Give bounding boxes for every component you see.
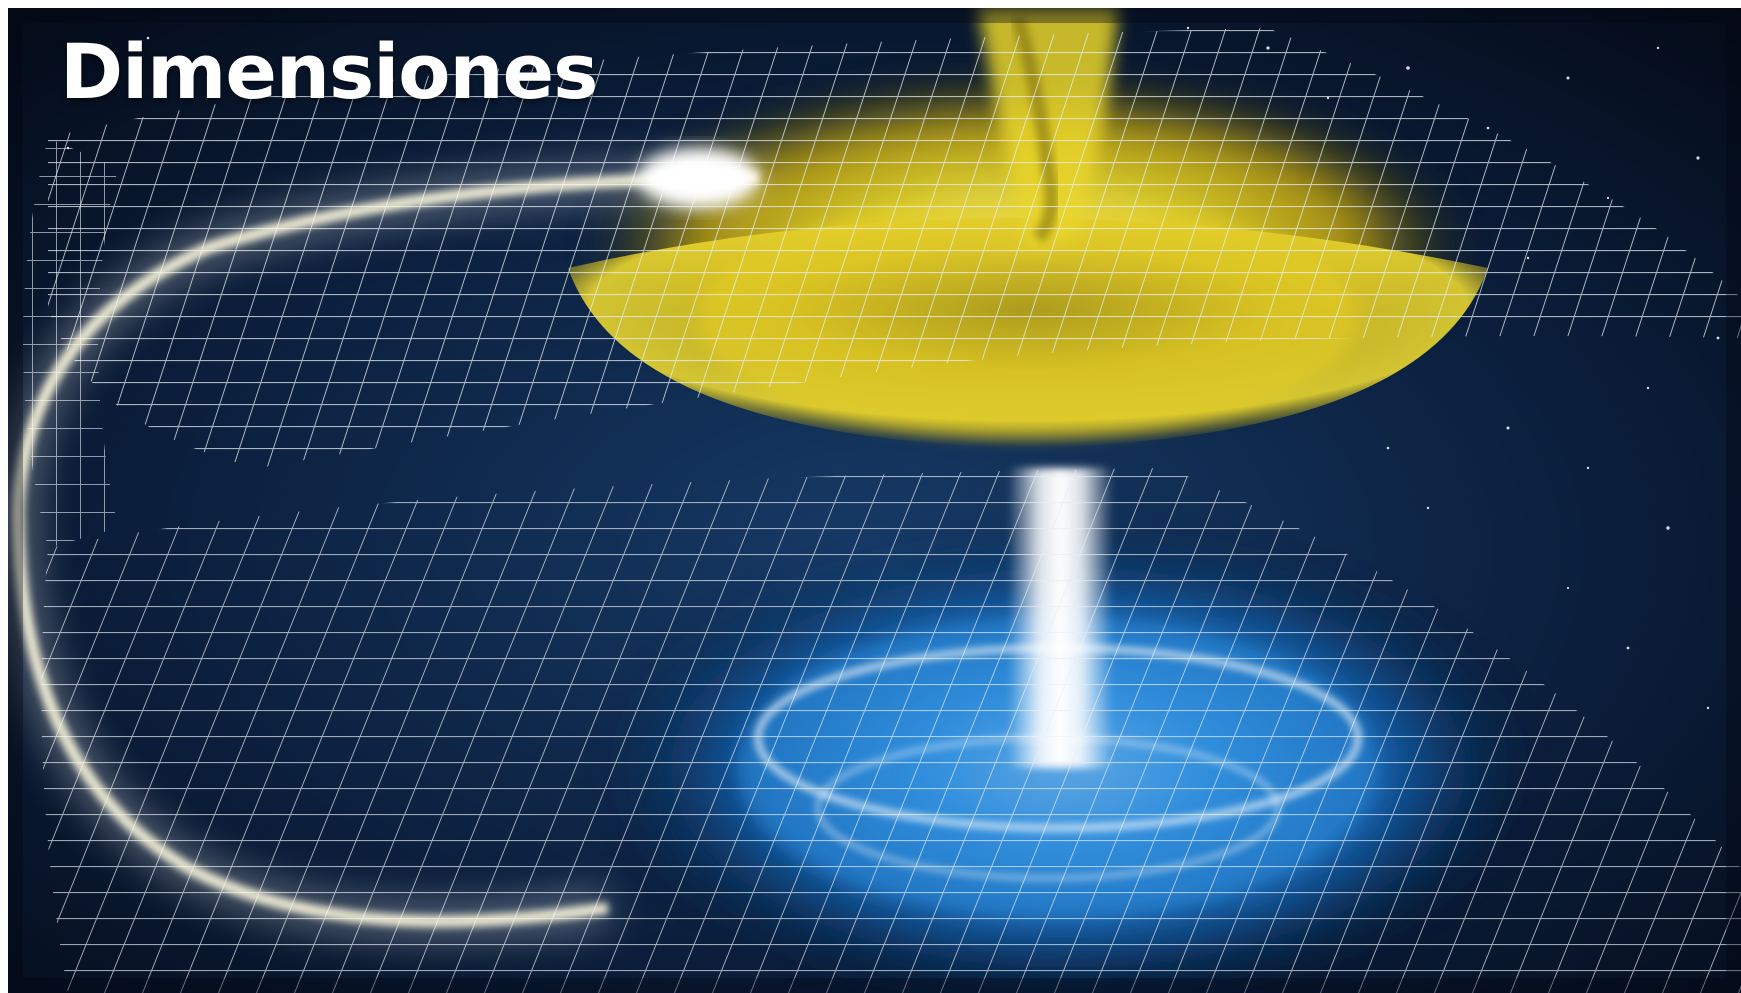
spacetime-illustration [8, 8, 1741, 993]
slide-title: Dimensiones [60, 27, 598, 116]
slide: Dimensiones [8, 8, 1741, 993]
